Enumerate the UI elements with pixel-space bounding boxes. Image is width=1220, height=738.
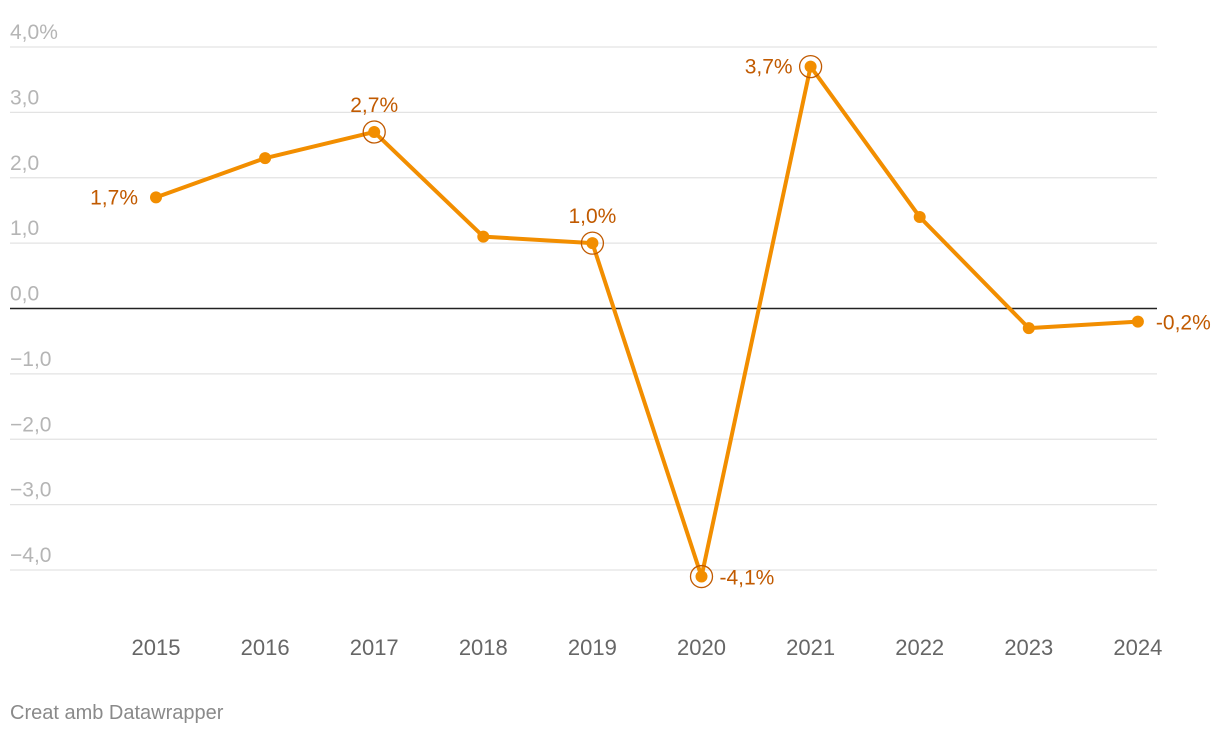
highlight-ring (580, 231, 605, 255)
y-tick-label: 2,0 (10, 152, 39, 175)
x-tick-label: 2020 (677, 635, 726, 660)
data-labels: 1,7% 2,7% 1,0% -4,1% 3,7% -0,2% (90, 54, 1211, 590)
x-axis-ticks: 2015 2016 2017 2018 2019 2020 2021 2022 2023 2024 (132, 635, 1163, 660)
data-point (913, 210, 926, 223)
x-tick-label: 2016 (241, 635, 290, 660)
y-tick-label: −2,0 (10, 413, 51, 436)
y-axis-ticks: 4,0% 3,0 2,0 1,0 0,0 −1,0 −2,0 −3,0 −4,0 (10, 21, 58, 567)
data-label: 1,7% (90, 186, 138, 209)
gridlines (10, 46, 1157, 571)
y-tick-label: −1,0 (10, 348, 51, 371)
data-point (1022, 322, 1035, 335)
y-tick-label: 0,0 (10, 283, 39, 306)
data-label: -0,2% (1156, 312, 1211, 335)
data-point (368, 125, 381, 138)
x-tick-label: 2017 (350, 635, 399, 660)
y-tick-label: 4,0% (10, 21, 58, 44)
data-point (477, 230, 490, 243)
data-label: 2,7% (350, 94, 398, 117)
x-tick-label: 2023 (1004, 635, 1053, 660)
data-point (804, 60, 817, 73)
data-point (150, 191, 162, 204)
y-tick-label: 3,0 (10, 86, 39, 109)
data-point (1131, 315, 1144, 328)
y-tick-label: 1,0 (10, 217, 39, 240)
highlight-ring (362, 120, 386, 144)
series-line-path (154, 64, 1140, 579)
x-tick-label: 2024 (1113, 635, 1162, 660)
highlight-ring (798, 54, 823, 79)
x-tick-label: 2015 (132, 635, 181, 660)
series-line (150, 60, 1144, 583)
data-point (695, 570, 708, 583)
data-label: 3,7% (745, 56, 793, 79)
y-tick-label: −3,0 (10, 479, 51, 502)
data-point (259, 152, 272, 165)
data-point (586, 237, 599, 250)
x-tick-label: 2019 (568, 635, 617, 660)
highlight-ring (689, 564, 714, 589)
datawrapper-credit: Creat amb Datawrapper (10, 702, 224, 724)
x-tick-label: 2021 (786, 635, 835, 660)
data-label: 1,0% (568, 205, 616, 228)
data-label: -4,1% (720, 567, 775, 590)
x-tick-label: 2018 (459, 635, 508, 660)
x-tick-label: 2022 (895, 635, 944, 660)
y-tick-label: −4,0 (10, 544, 51, 567)
